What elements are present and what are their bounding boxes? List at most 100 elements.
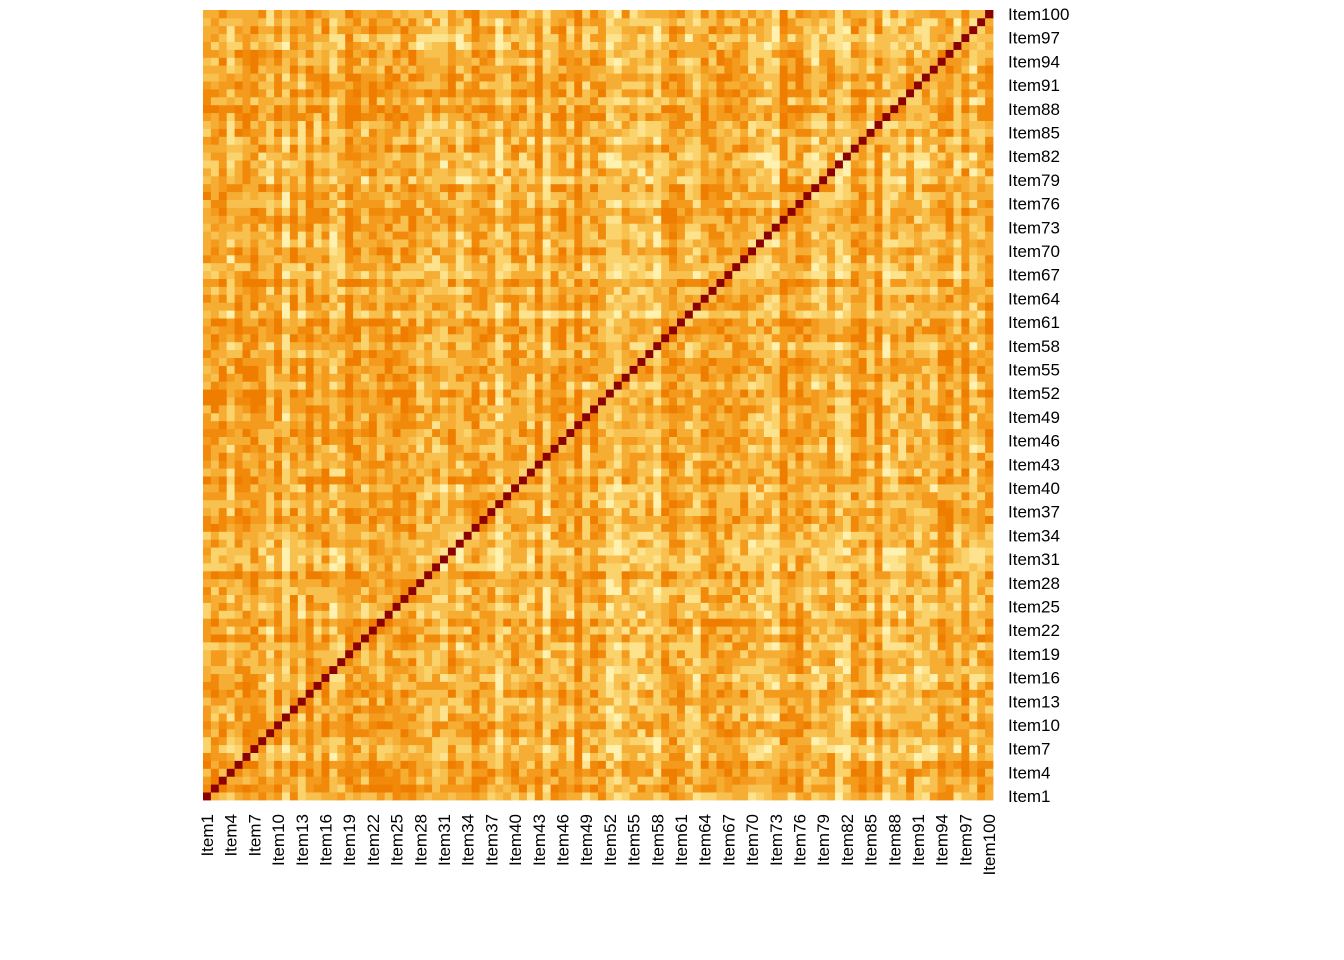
heatmap-cell — [337, 539, 346, 548]
heatmap-cell — [858, 752, 867, 761]
heatmap-cell — [289, 744, 299, 753]
heatmap-cell — [937, 705, 946, 714]
heatmap-cell — [866, 626, 875, 635]
heatmap-cell — [424, 744, 433, 753]
heatmap-cell — [961, 476, 970, 485]
heatmap-cell — [440, 784, 449, 793]
heatmap-cell — [353, 507, 362, 516]
heatmap-cell — [945, 705, 954, 714]
heatmap-cell — [985, 412, 994, 422]
heatmap-cell — [700, 642, 709, 651]
heatmap-cell — [392, 405, 401, 414]
heatmap-cell — [305, 444, 314, 453]
heatmap-cell — [582, 460, 591, 469]
heatmap-cell — [305, 784, 314, 793]
heatmap-cell — [645, 642, 654, 651]
heatmap-cell — [574, 436, 583, 445]
heatmap-cell — [234, 507, 243, 516]
heatmap-cell — [479, 420, 488, 430]
heatmap-cell — [724, 689, 733, 698]
heatmap-cell — [677, 523, 686, 532]
heatmap-cell — [732, 776, 741, 785]
heatmap-cell — [945, 405, 954, 414]
heatmap-cell — [914, 570, 923, 580]
heatmap-cell — [566, 531, 575, 540]
heatmap-cell — [969, 721, 978, 730]
heatmap-cell — [321, 507, 330, 516]
heatmap-cell — [305, 681, 314, 690]
heatmap-cell — [598, 634, 607, 643]
heatmap-cell — [811, 491, 820, 501]
heatmap-cell — [906, 705, 915, 714]
heatmap-cell — [471, 555, 480, 564]
heatmap-cell — [542, 491, 551, 501]
heatmap-cell — [692, 697, 702, 706]
heatmap-cell — [669, 728, 678, 738]
heatmap-cell — [890, 665, 899, 674]
heatmap-cell — [732, 515, 741, 524]
heatmap-cell — [961, 792, 970, 801]
heatmap-cell — [724, 626, 733, 635]
heatmap-cell — [700, 634, 709, 643]
heatmap-cell — [582, 499, 591, 509]
heatmap-cell — [795, 539, 804, 548]
heatmap-cell — [479, 444, 488, 453]
heatmap-cell — [858, 468, 867, 477]
heatmap-cell — [408, 776, 417, 785]
heatmap-cell — [937, 547, 946, 556]
heatmap-cell — [266, 460, 275, 469]
heatmap-cell — [590, 744, 599, 753]
heatmap-cell — [819, 728, 828, 738]
heatmap-cell — [898, 563, 907, 572]
heatmap-cell — [708, 499, 717, 509]
heatmap-cell — [645, 792, 654, 801]
heatmap-cell — [613, 697, 623, 706]
heatmap-cell — [771, 610, 781, 619]
heatmap-cell — [574, 468, 583, 477]
heatmap-cell — [605, 610, 615, 619]
heatmap-cell — [692, 460, 702, 469]
heatmap-cell — [921, 555, 931, 564]
heatmap-cell — [234, 713, 243, 722]
heatmap-cell — [368, 681, 378, 690]
heatmap-cell — [708, 713, 717, 722]
heatmap-cell — [850, 673, 860, 682]
heatmap-cell — [495, 657, 504, 667]
heatmap-cell — [613, 657, 623, 667]
heatmap-cell — [835, 657, 844, 667]
heatmap-cell — [313, 728, 322, 738]
heatmap-cell — [866, 792, 875, 801]
heatmap-cell — [242, 452, 251, 461]
heatmap-cell — [424, 452, 433, 461]
heatmap-cell — [432, 776, 441, 785]
heatmap-cell — [471, 736, 480, 746]
heatmap-cell — [850, 515, 860, 524]
heatmap-cell — [266, 468, 275, 477]
heatmap-cell — [795, 405, 804, 414]
heatmap-cell — [874, 555, 883, 564]
heatmap-cell — [368, 602, 378, 611]
heatmap-cell — [819, 673, 828, 682]
heatmap-cell — [495, 476, 504, 485]
heatmap-cell — [282, 689, 291, 698]
heatmap-cell — [234, 744, 243, 753]
heatmap-cell — [977, 626, 986, 635]
heatmap-cell — [526, 570, 536, 580]
heatmap-cell — [653, 555, 662, 564]
heatmap-cell — [937, 444, 946, 453]
heatmap-cell — [384, 428, 393, 437]
heatmap-cell — [874, 547, 883, 556]
heatmap-cell — [677, 468, 686, 477]
heatmap-cell — [645, 539, 654, 548]
heatmap-cell — [945, 428, 954, 437]
heatmap-cell — [653, 452, 662, 461]
heatmap-cell — [447, 760, 457, 769]
heatmap-cell — [376, 484, 386, 493]
heatmap-cell — [503, 697, 512, 706]
heatmap-cell — [748, 713, 757, 722]
heatmap-cell — [297, 752, 307, 761]
heatmap-cell — [511, 697, 520, 706]
heatmap-cell — [242, 499, 251, 509]
heatmap-cell — [479, 642, 488, 651]
heatmap-cell — [977, 610, 986, 619]
